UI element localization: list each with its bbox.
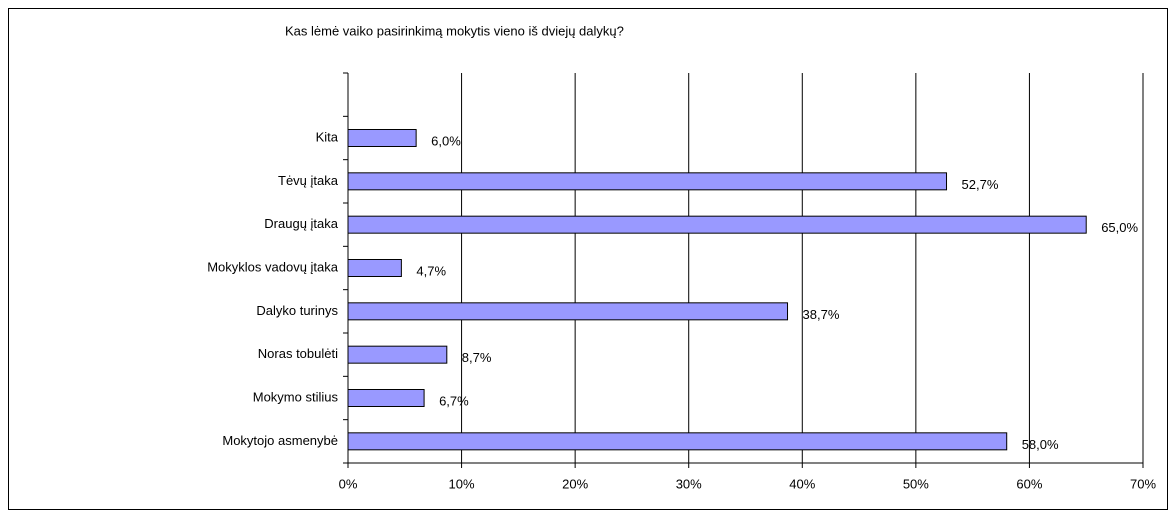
value-label: 6,7%	[439, 393, 469, 408]
chart-title: Kas lėmė vaiko pasirinkimą mokytis vieno…	[285, 23, 624, 38]
y-tick-label: Noras tobulėti	[258, 346, 338, 361]
bar	[347, 345, 448, 364]
bar	[347, 129, 417, 147]
x-tick-label: 40%	[789, 476, 815, 491]
x-tick-label: 20%	[562, 476, 588, 491]
value-label: 65,0%	[1101, 220, 1138, 235]
value-label: 8,7%	[462, 350, 492, 365]
bar	[347, 432, 1008, 451]
y-tick-label: Mokytojo asmenybė	[222, 433, 338, 448]
y-tick-label: Mokymo stilius	[253, 389, 339, 404]
bar	[347, 302, 789, 321]
bar	[347, 172, 948, 191]
bar	[347, 259, 402, 277]
value-label: 6,0%	[431, 133, 461, 148]
x-tick-label: 30%	[676, 476, 702, 491]
x-tick-label: 0%	[339, 476, 358, 491]
value-label: 52,7%	[962, 177, 999, 192]
y-tick-label: Mokyklos vadovų įtaka	[207, 259, 339, 274]
y-tick-label: Tėvų įtaka	[278, 173, 339, 188]
value-label: 38,7%	[803, 307, 840, 322]
x-tick-label: 10%	[449, 476, 475, 491]
bar	[347, 215, 1087, 234]
value-label: 4,7%	[416, 263, 446, 278]
y-tick-label: Dalyko turinys	[256, 303, 338, 318]
chart-frame	[8, 8, 1168, 510]
x-tick-label: 70%	[1130, 476, 1156, 491]
x-tick-label: 60%	[1016, 476, 1042, 491]
y-tick-label: Draugų įtaka	[264, 216, 338, 231]
value-label: 58,0%	[1022, 437, 1059, 452]
bar	[347, 389, 425, 407]
y-tick-label: Kita	[316, 129, 339, 144]
x-tick-label: 50%	[903, 476, 929, 491]
